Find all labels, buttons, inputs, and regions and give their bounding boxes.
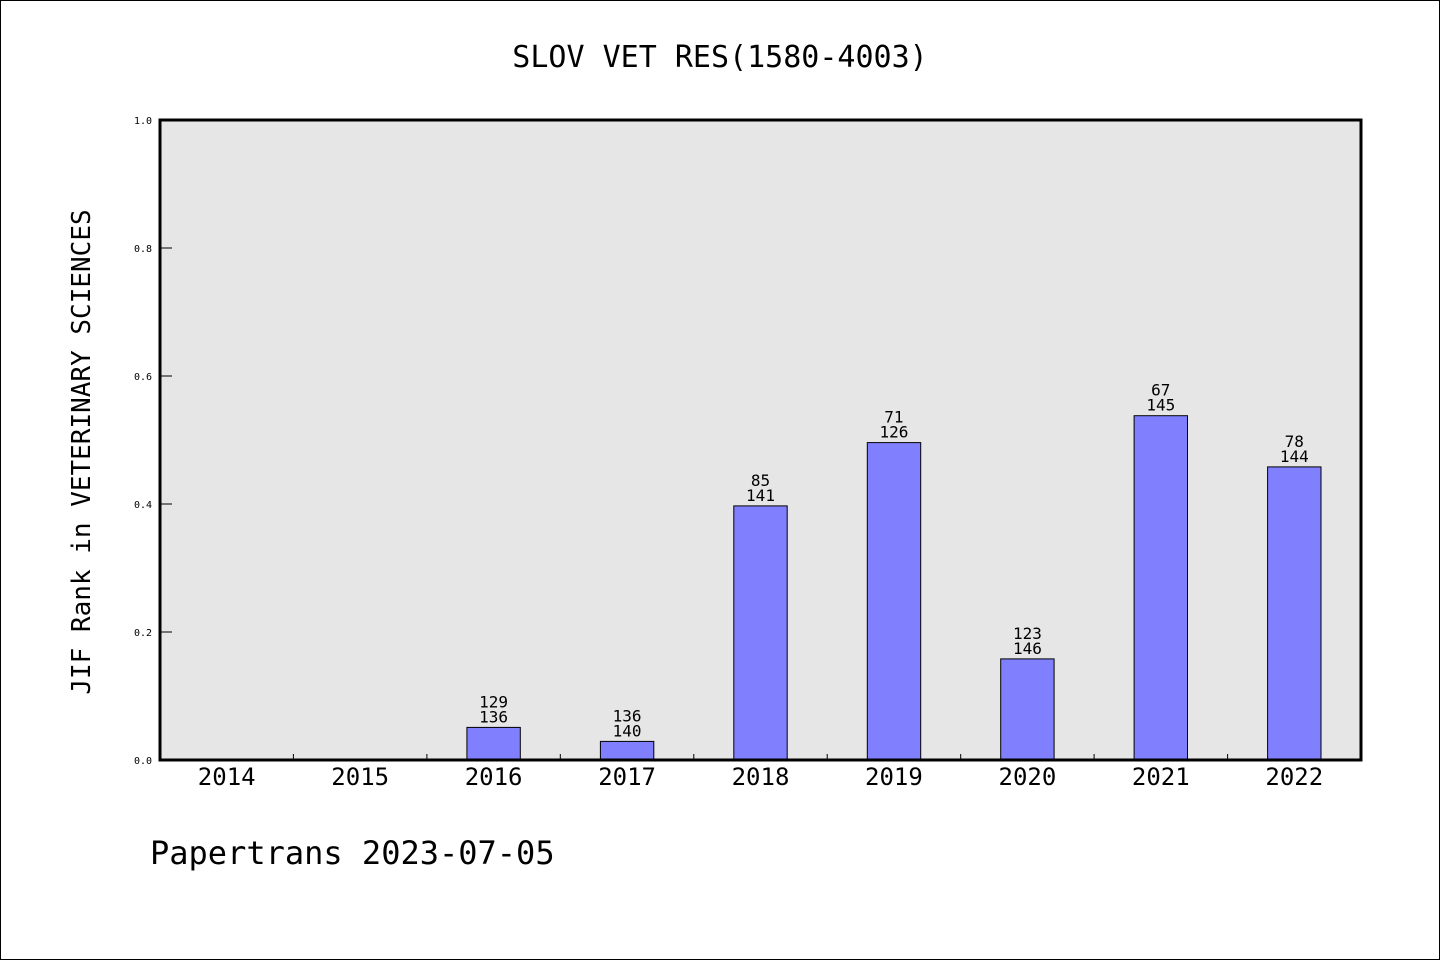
bar-rank-label: 136	[613, 706, 642, 725]
x-tick-label: 2020	[999, 763, 1057, 791]
x-tick-label: 2019	[865, 763, 923, 791]
x-tick-label: 2016	[465, 763, 523, 791]
bar-rank-label: 85	[751, 471, 770, 490]
bar-rank-label: 71	[884, 408, 903, 427]
bar-2022	[1267, 466, 1322, 761]
bar-rank-label: 78	[1285, 432, 1304, 451]
bar-total-label: 146	[1013, 639, 1042, 658]
y-tick-label: 0.0	[134, 756, 152, 767]
bar-2020	[1000, 658, 1055, 761]
y-tick-label: 0.6	[134, 372, 152, 383]
bar-rank-label: 129	[479, 692, 508, 711]
x-tick-label: 2018	[732, 763, 790, 791]
bar-total-label: 126	[879, 423, 908, 442]
y-axis-label: JIF Rank in VETERINARY SCIENCES	[67, 209, 97, 694]
x-tick-label: 2015	[331, 763, 389, 791]
bar-total-label: 140	[613, 721, 642, 740]
bar-total-label: 145	[1146, 396, 1175, 415]
plot-border	[158, 118, 1363, 762]
y-tick-label: 0.2	[134, 628, 152, 639]
y-tick-label: 0.4	[134, 500, 152, 511]
x-tick-label: 2014	[198, 763, 256, 791]
chart-title: SLOV VET RES(1580-4003)	[512, 40, 927, 75]
y-tick-label: 0.8	[134, 244, 152, 255]
bar-total-label: 136	[479, 707, 508, 726]
bar-rank-label: 67	[1151, 381, 1170, 400]
bar-2018	[733, 505, 788, 761]
bar-2017	[599, 740, 655, 761]
x-axis: 2014 2015 2016 2017 2018 2019 2020 2021 2022	[198, 754, 1323, 791]
footer-credit: Papertrans 2023-07-05	[150, 834, 555, 872]
x-tick-label: 2017	[598, 763, 656, 791]
y-tick-label: 1.0	[134, 116, 152, 127]
x-tick-label: 2021	[1132, 763, 1190, 791]
bar-total-label: 144	[1280, 447, 1309, 466]
bar-total-label: 141	[746, 486, 775, 505]
bars	[466, 415, 1322, 761]
bar-2019	[866, 442, 922, 761]
bar-rank-label: 123	[1013, 624, 1042, 643]
bar-2021	[1133, 415, 1188, 761]
bar-2016	[466, 726, 521, 761]
x-tick-label: 2022	[1265, 763, 1323, 791]
